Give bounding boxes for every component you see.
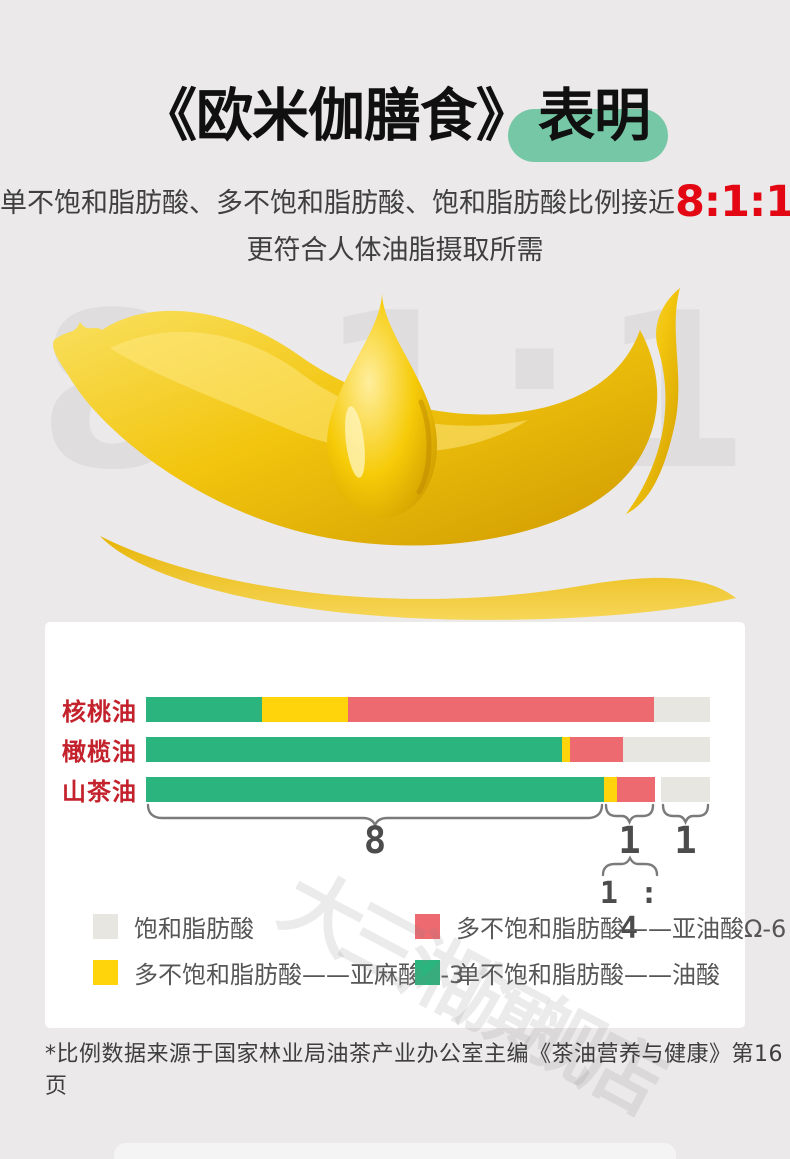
subtitle-text: 单不饱和脂肪酸、多不饱和脂肪酸、饱和脂肪酸比例接近 [0, 188, 675, 219]
oil-droplet [327, 292, 437, 518]
legend-item: 多不饱和脂肪酸——亚油酸Ω-6 [415, 909, 786, 944]
legend-swatch [93, 960, 118, 985]
group-number-1b: 1 [674, 819, 697, 862]
group-number-1a: 1 [618, 819, 641, 862]
bar-segment [562, 737, 571, 762]
brace-group-8 [146, 803, 604, 829]
bar-segment [570, 737, 624, 762]
bar-row: 山茶油 [45, 777, 745, 806]
brace-sub-ratio [601, 855, 659, 877]
oil-swirl-bottom [100, 536, 736, 620]
bar-segment [262, 697, 348, 722]
page-title: 《欧米伽膳食》 表明 [0, 83, 790, 163]
bar-segment [347, 697, 655, 722]
bar-track [146, 737, 710, 762]
bar-row: 橄榄油 [45, 737, 745, 766]
oil-swirl-right [626, 288, 680, 514]
legend-label: 多不饱和脂肪酸——亚麻酸Ω-3 [134, 961, 465, 989]
legend-swatch [415, 914, 440, 939]
bar-segment [146, 697, 263, 722]
bar-segment [616, 777, 655, 802]
oil-wave-highlight [110, 331, 528, 453]
bar-row: 核桃油 [45, 697, 745, 726]
legend-label: 多不饱和脂肪酸——亚油酸Ω-6 [456, 915, 787, 943]
legend-swatch [415, 960, 440, 985]
data-source-footnote: *比例数据来源于国家林业局油茶产业办公室主编《茶油营养与健康》第16页 [45, 1042, 783, 1099]
title-highlighted-word: 表明 [508, 83, 668, 163]
legend-label: 饱和脂肪酸 [134, 915, 254, 943]
legend-swatch [93, 914, 118, 939]
brace-group-1b [661, 803, 710, 826]
legend-item: 单不饱和脂肪酸——油酸 [415, 955, 786, 990]
stacked-bar-chart: 核桃油 橄榄油 山茶油 [45, 697, 745, 817]
subtitle-line2: 更符合人体油脂摄取所需 [246, 235, 544, 266]
bar-segment [623, 737, 710, 762]
oil-splash-illustration [53, 288, 736, 620]
bar-segment [146, 777, 604, 802]
bar-segment [654, 697, 710, 722]
legend-label: 单不饱和脂肪酸——油酸 [456, 961, 720, 989]
bar-category-label: 核桃油 [62, 698, 137, 726]
legend: 饱和脂肪酸 多不饱和脂肪酸——亚油酸Ω-6 多不饱和脂肪酸——亚麻酸Ω-3 单不饱和脂… [93, 909, 786, 990]
bar-segment [660, 777, 710, 802]
sub-ratio-label: 1 : 4 [599, 876, 661, 946]
brace-group-1a [604, 803, 655, 826]
chart-card-content: 核桃油橄榄油山茶油 8 1 1 1 : 4 饱和脂肪酸 多不饱和脂肪酸——亚油酸Ω… [45, 622, 786, 1028]
ratio-811-text: 8:1:1 [675, 177, 790, 227]
next-section-top-edge [114, 1143, 676, 1159]
bar-track [146, 777, 710, 802]
bar-segment [146, 737, 563, 762]
bar-category-label: 橄榄油 [62, 738, 137, 766]
chart-card: 核桃油橄榄油山茶油 8 1 1 1 : 4 饱和脂肪酸 多不饱和脂肪酸——亚油酸Ω… [45, 622, 786, 1028]
legend-item: 饱和脂肪酸 [93, 909, 415, 944]
subtitle-line1: 单不饱和脂肪酸、多不饱和脂肪酸、饱和脂肪酸比例接近8:1:1 [0, 181, 790, 224]
bar-segment [603, 777, 617, 802]
group-number-8: 8 [363, 819, 387, 862]
title-book-name: 《欧米伽膳食》 [140, 83, 533, 149]
bar-category-label: 山茶油 [62, 778, 137, 806]
legend-item: 多不饱和脂肪酸——亚麻酸Ω-3 [93, 955, 464, 990]
bar-rows: 核桃油 橄榄油 山茶油 [45, 697, 745, 806]
bar-track [146, 697, 710, 722]
